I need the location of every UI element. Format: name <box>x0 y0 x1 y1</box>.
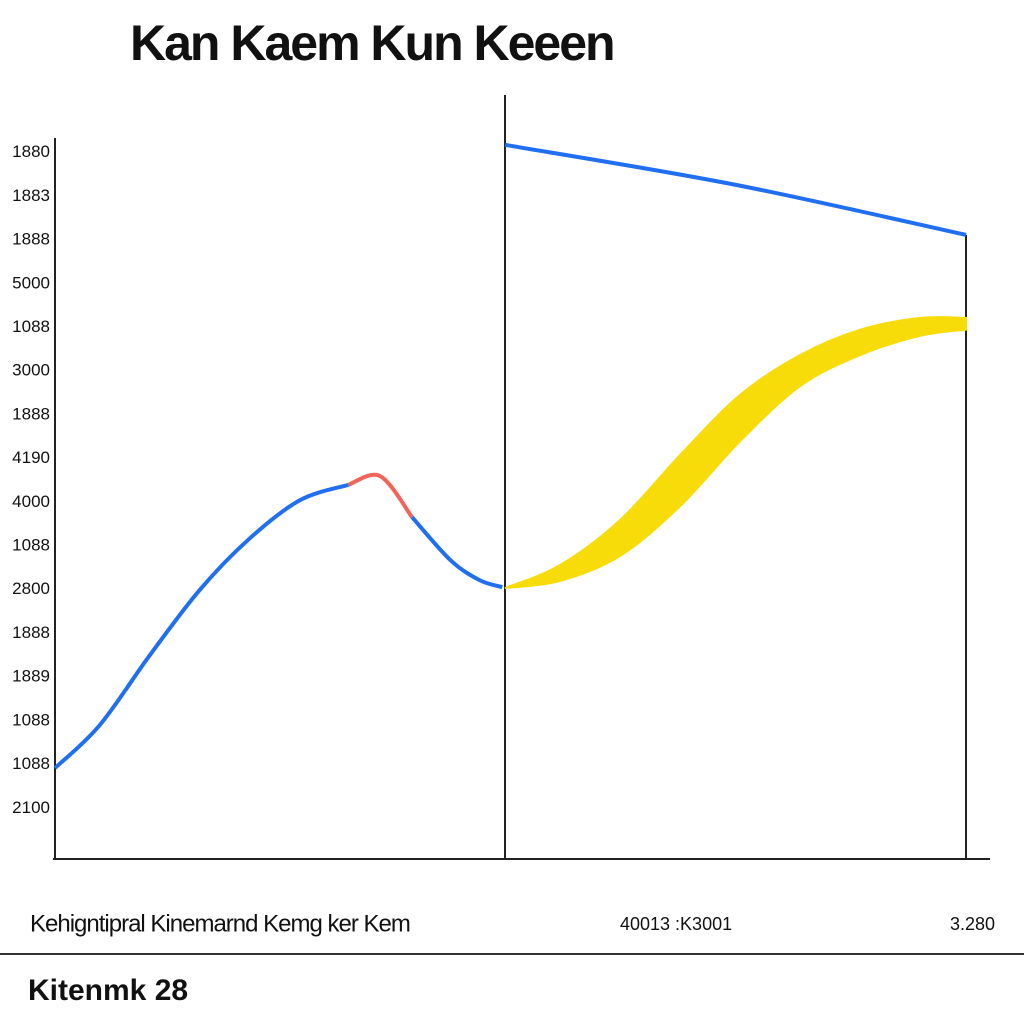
line <box>504 142 967 237</box>
y-tick-label: 4000 <box>12 492 50 511</box>
band <box>504 316 967 590</box>
y-tick-label: 4190 <box>12 448 50 467</box>
footer-label: 40013 :K3001 <box>620 914 732 934</box>
y-tick-label: 1088 <box>12 710 50 729</box>
y-tick-label: 3000 <box>12 361 50 380</box>
caption: Kitenmk 28 <box>28 974 188 1007</box>
footer-label: Kehigntipral Kinemarnd Kemg ker Kem <box>30 910 410 937</box>
y-tick-label: 1088 <box>12 536 50 555</box>
y-tick-label: 2100 <box>12 798 50 817</box>
y-tick-label: 1088 <box>12 754 50 773</box>
y-tick-label: 1889 <box>12 667 50 686</box>
y-tick-label: 2800 <box>12 579 50 598</box>
chart-title: Kan Kaem Kun Keeen <box>130 15 614 71</box>
y-tick-label: 1888 <box>12 404 50 423</box>
footer-label: 3.280 <box>950 914 995 934</box>
y-tick-label: 1888 <box>12 623 50 642</box>
y-tick-label: 1883 <box>12 186 50 205</box>
y-tick-label: 1888 <box>12 230 50 249</box>
line <box>347 472 414 519</box>
y-tick-label: 1088 <box>12 317 50 336</box>
y-tick-label: 1880 <box>12 142 50 161</box>
line <box>410 515 503 590</box>
y-tick-label: 5000 <box>12 273 50 292</box>
line <box>53 482 349 770</box>
